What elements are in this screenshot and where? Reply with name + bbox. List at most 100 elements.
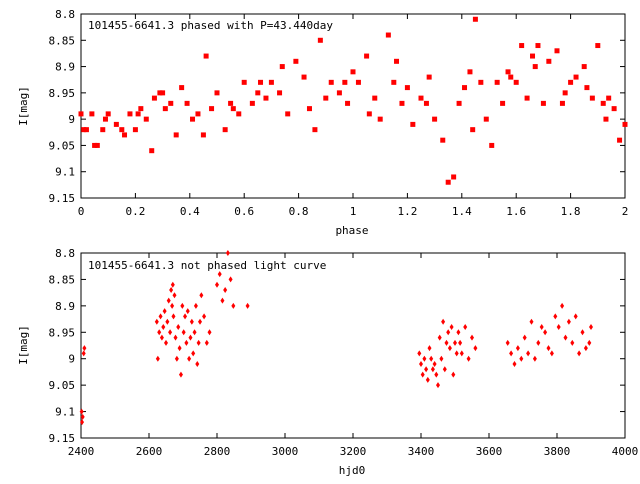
data-point xyxy=(573,74,579,80)
data-point xyxy=(190,116,196,122)
tick-marks xyxy=(80,252,626,439)
data-point xyxy=(188,334,193,341)
data-point xyxy=(385,32,391,38)
data-point xyxy=(317,37,323,43)
data-point xyxy=(472,16,478,22)
data-point xyxy=(342,79,348,85)
data-point xyxy=(449,324,454,330)
data-point xyxy=(426,74,432,80)
x-tick-label: 0.4 xyxy=(180,205,200,218)
x-axis-label: phase xyxy=(335,224,368,237)
data-point xyxy=(149,148,155,154)
data-point xyxy=(350,69,356,75)
data-point xyxy=(546,345,551,352)
data-point xyxy=(258,79,264,85)
data-point xyxy=(540,100,546,106)
y-tick-label: 9 xyxy=(68,113,75,126)
data-point xyxy=(220,297,225,304)
x-tick-label: 0 xyxy=(78,205,85,218)
data-point xyxy=(228,276,233,283)
data-point xyxy=(462,85,468,91)
data-point xyxy=(306,106,312,112)
y-tick-label: 8.9 xyxy=(55,61,75,74)
x-tick-label: 1.4 xyxy=(452,205,472,218)
x-tick-label: 1.2 xyxy=(397,205,417,218)
data-point xyxy=(100,127,106,133)
data-point xyxy=(478,79,484,85)
data-point xyxy=(177,345,182,352)
data-point xyxy=(509,350,514,357)
data-point xyxy=(245,302,250,309)
data-point xyxy=(394,58,400,64)
data-point xyxy=(102,116,108,122)
data-point xyxy=(230,106,236,112)
data-point xyxy=(263,95,269,101)
data-point xyxy=(587,339,592,346)
data-point xyxy=(204,339,209,346)
x-tick-label: 3400 xyxy=(408,445,435,458)
data-point xyxy=(530,53,536,59)
data-point xyxy=(432,116,438,122)
data-point xyxy=(453,339,457,346)
data-point xyxy=(228,100,234,106)
data-point xyxy=(105,111,111,117)
data-point xyxy=(255,90,261,96)
data-point xyxy=(617,137,623,143)
data-point xyxy=(500,100,506,106)
data-point xyxy=(127,111,133,117)
data-point xyxy=(170,302,175,309)
data-point xyxy=(560,302,565,309)
data-point xyxy=(143,116,149,122)
data-point xyxy=(202,313,207,320)
data-point xyxy=(566,318,571,325)
data-point xyxy=(603,116,609,122)
data-point xyxy=(505,69,511,75)
data-point xyxy=(466,355,471,362)
data-point xyxy=(119,127,125,133)
data-point xyxy=(430,366,435,373)
data-point xyxy=(159,334,164,341)
data-point xyxy=(183,313,188,320)
x-tick-label: 2800 xyxy=(204,445,231,458)
data-point xyxy=(184,339,189,346)
data-point xyxy=(549,350,554,357)
data-point xyxy=(165,318,170,325)
data-point xyxy=(364,53,370,59)
data-point xyxy=(473,345,478,352)
data-point xyxy=(508,74,514,80)
x-tick-labels: 0 0.2 0.4 0.6 0.8 1 1.2 1.4 1.6 1.8 2 xyxy=(78,205,629,218)
y-tick-label: 8.9 xyxy=(55,300,75,313)
data-point xyxy=(154,318,159,325)
data-point xyxy=(546,58,552,64)
data-point xyxy=(489,142,495,148)
data-point xyxy=(170,281,175,288)
data-point xyxy=(164,339,168,346)
data-point xyxy=(563,334,568,341)
y-axis-label: I[mag] xyxy=(17,86,30,126)
plot-frame xyxy=(80,13,626,199)
data-point xyxy=(241,79,247,85)
data-point xyxy=(513,79,519,85)
data-point xyxy=(198,318,202,325)
data-point xyxy=(447,345,452,352)
data-point xyxy=(176,324,181,330)
data-point xyxy=(180,302,185,309)
data-points xyxy=(79,250,593,426)
x-tick-label: 3200 xyxy=(340,445,367,458)
data-point xyxy=(622,121,628,127)
data-point xyxy=(425,376,430,383)
x-tick-label: 3800 xyxy=(544,445,571,458)
data-point xyxy=(209,106,215,112)
data-point xyxy=(399,100,405,106)
data-point xyxy=(231,302,236,309)
data-point xyxy=(451,174,457,180)
data-point xyxy=(554,48,560,54)
data-point xyxy=(345,100,351,106)
data-point xyxy=(80,419,85,426)
data-point xyxy=(524,95,530,101)
data-point xyxy=(442,366,447,373)
data-point xyxy=(444,339,449,346)
data-point xyxy=(526,350,531,357)
data-point xyxy=(419,361,423,367)
data-point xyxy=(169,287,174,293)
